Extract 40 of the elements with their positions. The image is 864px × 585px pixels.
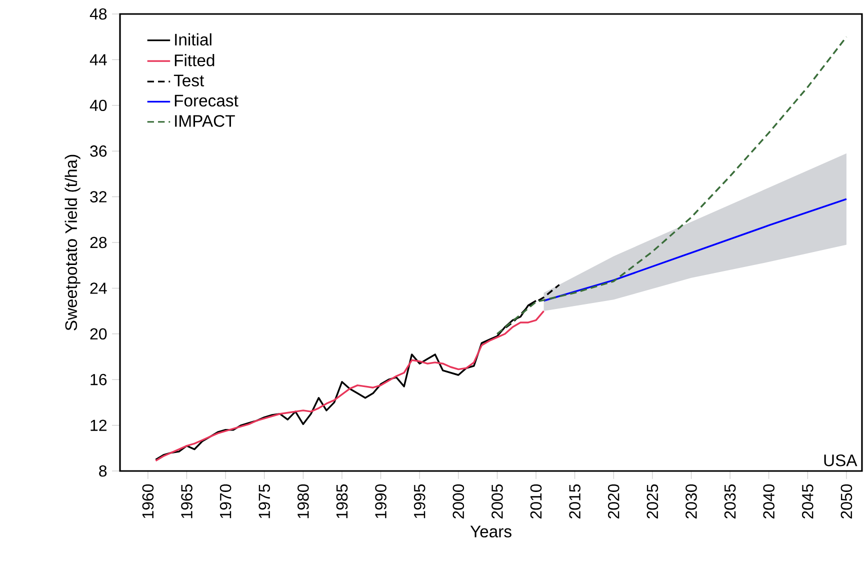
y-tick-label: 16: [90, 374, 107, 386]
y-tick-label: 24: [90, 282, 107, 294]
y-tick-label: 28: [90, 236, 107, 248]
x-tick-label: 1980: [298, 484, 309, 518]
x-tick-label: 1995: [414, 484, 426, 518]
line-series: [496, 36, 848, 335]
x-tick-label: 2010: [530, 484, 542, 518]
x-tick-label: 2000: [452, 484, 464, 518]
legend-label: Forecast: [174, 94, 238, 107]
x-tick-label: 2025: [646, 484, 658, 518]
legend-label: Fitted: [174, 54, 214, 66]
legend-label: Test: [174, 74, 204, 86]
x-tick-label: 2015: [569, 484, 580, 518]
y-tick-label: 20: [90, 328, 107, 340]
line-series: [542, 198, 848, 302]
x-tick-label: 1985: [336, 484, 348, 518]
legend-label: Initial: [175, 33, 212, 46]
x-tick-label: 1990: [375, 484, 386, 518]
y-tick-label: 12: [90, 420, 106, 431]
legend-label: IMPACT: [175, 115, 235, 127]
y-tick-label: 44: [90, 54, 107, 66]
y-tick-label: 40: [90, 100, 107, 112]
x-tick-label: 2045: [802, 484, 814, 518]
x-tick-label: 1975: [258, 484, 270, 518]
y-tick-label: 36: [90, 145, 107, 157]
y-tick-label: 32: [90, 191, 106, 202]
x-tick-label: 2035: [724, 484, 736, 518]
x-tick-label: 2050: [840, 484, 852, 518]
x-tick-label: 1970: [220, 484, 232, 518]
x-tick-label: 1960: [142, 484, 154, 518]
annotation: USA: [824, 454, 858, 466]
x-tick-label: 2030: [686, 484, 697, 518]
y-axis-title: Sweetpotato Yield (t/ha): [64, 154, 80, 330]
x-tick-label: 2040: [763, 484, 774, 518]
x-tick-label: 1965: [181, 484, 192, 518]
x-axis-title: Years: [470, 526, 512, 538]
y-tick-label: 48: [90, 8, 107, 20]
x-tick-label: 2020: [608, 484, 620, 518]
y-tick-label: 8: [99, 465, 107, 477]
x-tick-label: 2005: [492, 484, 503, 518]
